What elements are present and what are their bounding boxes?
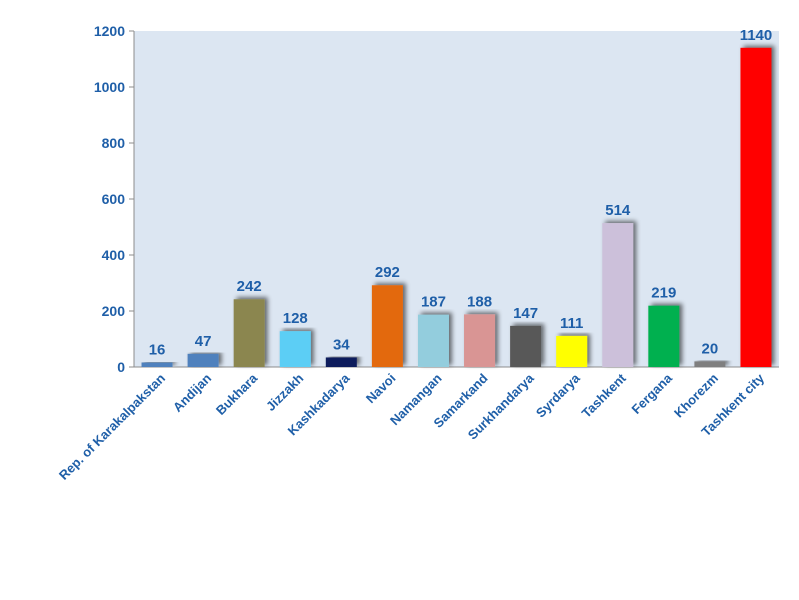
- data-label: 514: [605, 202, 631, 219]
- data-label: 292: [375, 264, 400, 281]
- data-label: 20: [702, 340, 719, 357]
- data-label: 47: [195, 333, 212, 350]
- data-label: 219: [651, 285, 676, 302]
- data-label: 188: [467, 293, 492, 310]
- x-tick-label: Tashkent: [579, 370, 630, 421]
- x-tick-label: Andijan: [170, 370, 214, 414]
- data-label: 1140: [740, 27, 773, 44]
- bar: [141, 362, 173, 367]
- y-tick-label: 800: [102, 135, 126, 151]
- bar: [694, 361, 726, 367]
- bar: [233, 299, 265, 367]
- bar: [648, 305, 680, 367]
- data-label: 34: [333, 336, 350, 353]
- bars: [141, 47, 772, 368]
- bar: [556, 335, 588, 367]
- bar: [464, 314, 496, 367]
- bar: [325, 357, 357, 367]
- bar: [602, 223, 634, 367]
- y-tick-label: 1000: [94, 79, 125, 95]
- data-label: 147: [513, 305, 538, 322]
- bar: [279, 331, 311, 367]
- y-tick-label: 1200: [94, 23, 125, 39]
- data-label: 16: [149, 342, 166, 359]
- x-tick-label: Jizzakh: [263, 370, 306, 413]
- bar: [417, 314, 449, 367]
- data-label: 128: [283, 310, 308, 327]
- y-tick-label: 0: [117, 359, 125, 375]
- plot-area: [134, 31, 779, 367]
- x-tick-label: Rep. of Karakalpakstan: [56, 370, 168, 482]
- y-tick-label: 400: [102, 247, 126, 263]
- bar: [371, 285, 403, 367]
- bar: [510, 325, 542, 367]
- data-label: 111: [560, 315, 583, 332]
- x-tick-label: Bukhara: [213, 370, 261, 418]
- x-tick-label: Fergana: [629, 370, 676, 417]
- y-tick-label: 200: [102, 303, 126, 319]
- bar: [740, 47, 772, 368]
- data-label: 242: [237, 278, 262, 295]
- y-tick-label: 600: [102, 191, 126, 207]
- data-label: 187: [421, 294, 446, 311]
- bar: [187, 353, 219, 367]
- x-tick-label: Syrdarya: [533, 370, 584, 421]
- x-tick-label: Navoi: [363, 371, 399, 407]
